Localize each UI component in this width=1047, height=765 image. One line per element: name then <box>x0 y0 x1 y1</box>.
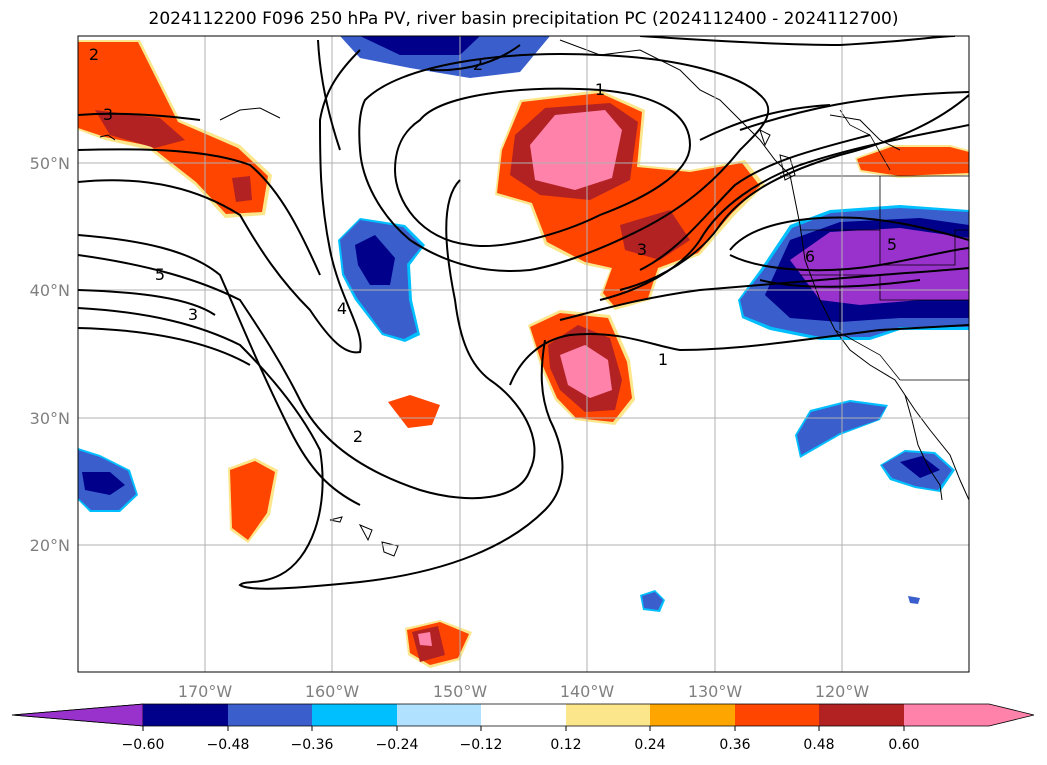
lon-tick-labels: 170°W 160°W 150°W 140°W 130°W 120°W <box>178 682 870 701</box>
lon-label-120w: 120°W <box>815 682 870 701</box>
pv-label-5-west: 5 <box>155 265 165 284</box>
map-plot-area: 1 1 2 2 2 3 3 3 4 5 5 6 <box>78 36 969 672</box>
lon-label-140w: 140°W <box>560 682 615 701</box>
colorbar-tick-label: 0.36 <box>719 737 750 753</box>
pv-label-6: 6 <box>805 247 815 266</box>
pv-label-5-east: 5 <box>887 235 897 254</box>
lat-label-50n: 50°N <box>30 154 70 173</box>
colorbar-tick-label: −0.60 <box>122 737 165 753</box>
colorbar-tick-label: 0.24 <box>634 737 665 753</box>
colorbar-bin-3 <box>312 704 397 726</box>
lat-label-30n: 30°N <box>30 409 70 428</box>
colorbar-tick-label: −0.48 <box>207 737 250 753</box>
pv-label-1-north: 1 <box>595 80 605 99</box>
pv-contour-labels: 1 1 2 2 2 3 3 3 4 5 5 6 <box>89 45 897 446</box>
colorbar-bin-2 <box>228 704 312 726</box>
colorbar-extend-high <box>904 704 1034 726</box>
pv-label-4: 4 <box>337 299 347 318</box>
pv-label-2-corner: 2 <box>89 45 99 64</box>
lon-label-170w: 170°W <box>178 682 233 701</box>
pv-label-2-top: 2 <box>473 55 483 74</box>
pv-contour-north-2 <box>429 44 521 72</box>
lat-label-40n: 40°N <box>30 281 70 300</box>
pv-label-3-southwest: 3 <box>188 305 198 324</box>
colorbar-tick-label: −0.36 <box>291 737 334 753</box>
map-title: 2024112200 F096 250 hPa PV, river basin … <box>148 9 899 29</box>
lat-label-20n: 20°N <box>30 536 70 555</box>
pv-contours <box>78 36 969 590</box>
lon-label-150w: 150°W <box>433 682 488 701</box>
colorbar-tick-label: 0.60 <box>888 737 919 753</box>
pv-label-1-south: 1 <box>658 350 668 369</box>
colorbar-bin-9 <box>819 704 904 726</box>
map-frame <box>77 35 970 673</box>
colorbar-bin-5 <box>481 704 566 726</box>
colorbar-bin-4 <box>397 704 481 726</box>
pv-label-2-south: 2 <box>353 427 363 446</box>
pv-label-3-west: 3 <box>103 105 113 124</box>
colorbar-bin-6 <box>566 704 650 726</box>
political-borders <box>780 109 969 381</box>
colorbar-tick-label: −0.24 <box>376 737 419 753</box>
lat-tick-labels: 50°N 40°N 30°N 20°N <box>30 154 70 555</box>
colorbar-bin-8 <box>735 704 819 726</box>
precipitation-shading <box>78 36 969 668</box>
colorbar-bin-7 <box>650 704 735 726</box>
colorbar-tick-label: −0.12 <box>460 737 503 753</box>
pv-contour-1-ring <box>393 87 692 247</box>
lon-label-130w: 130°W <box>688 682 743 701</box>
colorbar-tick-label: 0.12 <box>550 737 581 753</box>
colorbar: −0.60 −0.48 −0.36 −0.24 −0.12 0.12 0.24 … <box>11 703 1035 753</box>
colorbar-tick-label: 0.48 <box>803 737 834 753</box>
colorbar-bin-1 <box>143 704 228 726</box>
colorbar-extend-low <box>11 703 144 727</box>
lon-label-160w: 160°W <box>305 682 360 701</box>
pv-contour-2 <box>358 53 770 272</box>
pv-label-3-central: 3 <box>637 240 647 259</box>
